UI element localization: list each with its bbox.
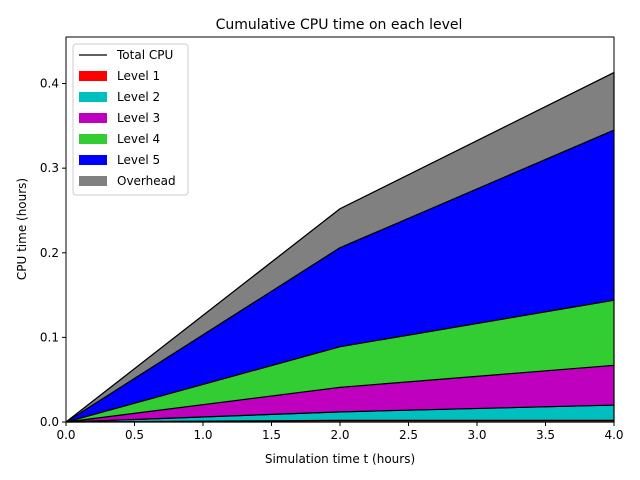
legend-swatch-level-3	[79, 113, 107, 123]
y-tick-label: 0.1	[40, 330, 59, 344]
x-tick-label: 2.0	[330, 428, 349, 442]
legend-swatch-level-2	[79, 92, 107, 102]
legend-swatch-overhead	[79, 176, 107, 186]
legend-label-level-4: Level 4	[117, 132, 160, 146]
y-tick-label: 0.0	[40, 415, 59, 429]
y-axis: 0.0 0.1 0.2 0.3 0.4	[40, 77, 66, 429]
x-tick-label: 3.0	[467, 428, 486, 442]
legend-swatch-level-4	[79, 134, 107, 144]
plot-areas	[65, 71, 615, 423]
x-tick-label: 0.5	[125, 428, 144, 442]
x-tick-label: 0.0	[56, 428, 75, 442]
x-tick-label: 3.5	[536, 428, 555, 442]
x-tick-label: 4.0	[604, 428, 623, 442]
y-tick-label: 0.3	[40, 161, 59, 175]
x-tick-label: 1.5	[262, 428, 281, 442]
y-tick-label: 0.2	[40, 246, 59, 260]
total-cpu-line	[65, 72, 615, 423]
legend-label-level-1: Level 1	[117, 69, 160, 83]
legend: Total CPU Level 1 Level 2 Level 3 Level 4 Lev…	[72, 43, 189, 196]
legend-label-overhead: Overhead	[117, 174, 176, 188]
x-axis-label: Simulation time t (hours)	[265, 452, 415, 466]
legend-label-level-3: Level 3	[117, 111, 160, 125]
x-tick-label: 2.5	[399, 428, 418, 442]
legend-label-total-cpu: Total CPU	[116, 48, 173, 62]
legend-swatch-level-5	[79, 155, 107, 165]
y-tick-label: 0.4	[40, 77, 59, 91]
y-axis-label: CPU time (hours)	[15, 178, 29, 280]
legend-swatch-level-1	[79, 71, 107, 81]
chart-title: Cumulative CPU time on each level	[216, 17, 463, 33]
legend-label-level-2: Level 2	[117, 90, 160, 104]
x-axis: 0.0 0.5 1.0 1.5 2.0 2.5 3.0 3.5 4.0	[56, 422, 624, 442]
x-tick-label: 1.0	[193, 428, 212, 442]
legend-label-level-5: Level 5	[117, 153, 160, 167]
